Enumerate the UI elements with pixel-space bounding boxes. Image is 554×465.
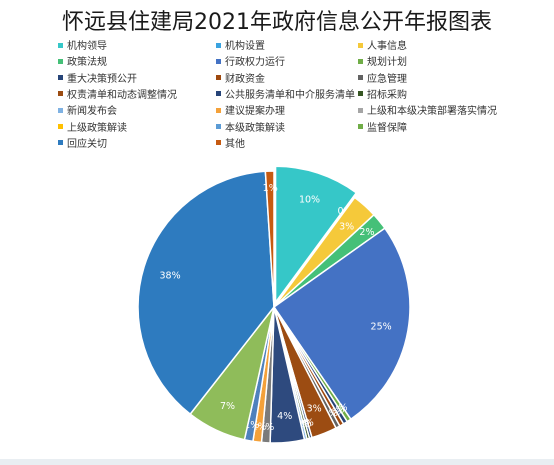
legend-label: 人事信息 [367,41,407,52]
legend-label: 监督保障 [367,122,407,134]
legend-item[interactable]: 机构领导 [58,40,107,54]
slice-label: 1% [252,421,267,432]
slice-label: 0% [332,402,347,413]
slice-label: 2% [359,227,374,238]
pie-slice[interactable] [137,170,275,416]
legend-label: 重大决策预公开 [67,73,137,85]
slice-label: 3% [307,404,322,415]
legend-swatch [216,140,221,146]
legend-label: 其他 [225,138,245,150]
slice-label: 0% [299,418,314,429]
bottom-strip [0,459,554,465]
legend-item[interactable]: 新闻发布会 [58,105,117,119]
legend-swatch [358,58,363,64]
legend-label: 回应关切 [67,138,107,150]
pie-slice[interactable] [272,227,411,421]
legend-swatch [58,75,63,81]
legend-item[interactable]: 行政权力运行 [216,56,285,70]
pie-slice[interactable] [274,165,358,305]
legend-swatch [216,91,221,97]
legend-swatch [216,42,221,48]
legend-swatch [58,91,63,97]
slice-label: 1% [326,406,341,417]
legend-swatch [358,42,363,48]
slice-label: 1% [244,420,259,431]
legend-label: 规划计划 [367,57,407,69]
slice-label: 1% [329,404,344,415]
legend-label: 本级政策解读 [225,122,285,134]
legend-label: 机构领导 [67,41,107,52]
legend-swatch [58,107,63,113]
legend-item[interactable]: 建议提案办理 [216,105,285,119]
legend-swatch [216,58,221,64]
legend-item[interactable]: 监督保障 [358,122,407,136]
legend-item[interactable]: 公共服务清单和中介服务清单 [216,89,355,103]
legend-label: 建议提案办理 [225,106,285,118]
legend-swatch [358,91,363,97]
slice-label: 0% [297,418,312,429]
legend-swatch [358,107,363,113]
legend-item[interactable]: 人事信息 [358,40,407,54]
legend-swatch [58,58,63,64]
legend-item[interactable]: 其他 [216,138,245,152]
slice-label: 1% [263,183,278,194]
legend-label: 公共服务清单和中介服务清单 [225,89,355,101]
legend-label: 招标采购 [367,89,407,101]
legend-item[interactable]: 财政资金 [216,73,265,87]
slice-label: 7% [220,401,235,412]
legend-swatch [58,42,63,48]
legend-item[interactable]: 本级政策解读 [216,122,285,136]
legend-swatch [216,107,221,113]
legend-label: 权责清单和动态调整情况 [67,89,177,101]
legend-item[interactable]: 回应关切 [58,138,107,152]
chart-title: 怀远县住建局2021年政府信息公开年报图表 [62,10,492,35]
legend-item[interactable]: 重大决策预公开 [58,73,137,87]
legend-label: 上级政策解读 [67,122,127,134]
legend-label: 应急管理 [367,73,407,85]
legend-swatch [58,140,63,146]
legend-swatch [358,124,363,129]
legend-item[interactable]: 应急管理 [358,73,407,87]
legend-swatch [216,75,221,81]
slice-label: 4% [277,411,292,422]
legend-item[interactable]: 上级政策解读 [58,122,127,136]
legend-label: 上级和本级决策部署落实情况 [367,106,497,118]
legend-label: 政策法规 [67,57,107,69]
slice-label: 1% [259,422,274,433]
pie-slice[interactable] [264,170,275,308]
slice-label: 25% [371,322,392,333]
slice-label: 38% [160,270,181,281]
slice-label: 3% [339,221,354,232]
legend-item[interactable]: 机构设置 [216,40,265,54]
chart-legend: 机构领导 机构设置 人事信息政策法规 行政权力运行 规划计划重大决策预公开 财政资金 应急管… [58,40,548,156]
slice-label: 10% [299,194,320,205]
slice-label: 0% [294,419,309,430]
legend-item[interactable]: 权责清单和动态调整情况 [58,89,177,103]
legend-item[interactable]: 政策法规 [58,56,107,70]
legend-label: 机构设置 [225,41,265,52]
legend-swatch [58,124,63,129]
legend-swatch [216,124,221,129]
legend-label: 财政资金 [225,73,265,85]
legend-item[interactable]: 上级和本级决策部署落实情况 [358,105,497,119]
legend-label: 行政权力运行 [225,57,285,69]
legend-item[interactable]: 规划计划 [358,56,407,70]
slice-label: 1% [323,408,338,419]
legend-label: 新闻发布会 [67,106,117,118]
legend-item[interactable]: 招标采购 [358,89,407,103]
legend-swatch [358,75,363,81]
